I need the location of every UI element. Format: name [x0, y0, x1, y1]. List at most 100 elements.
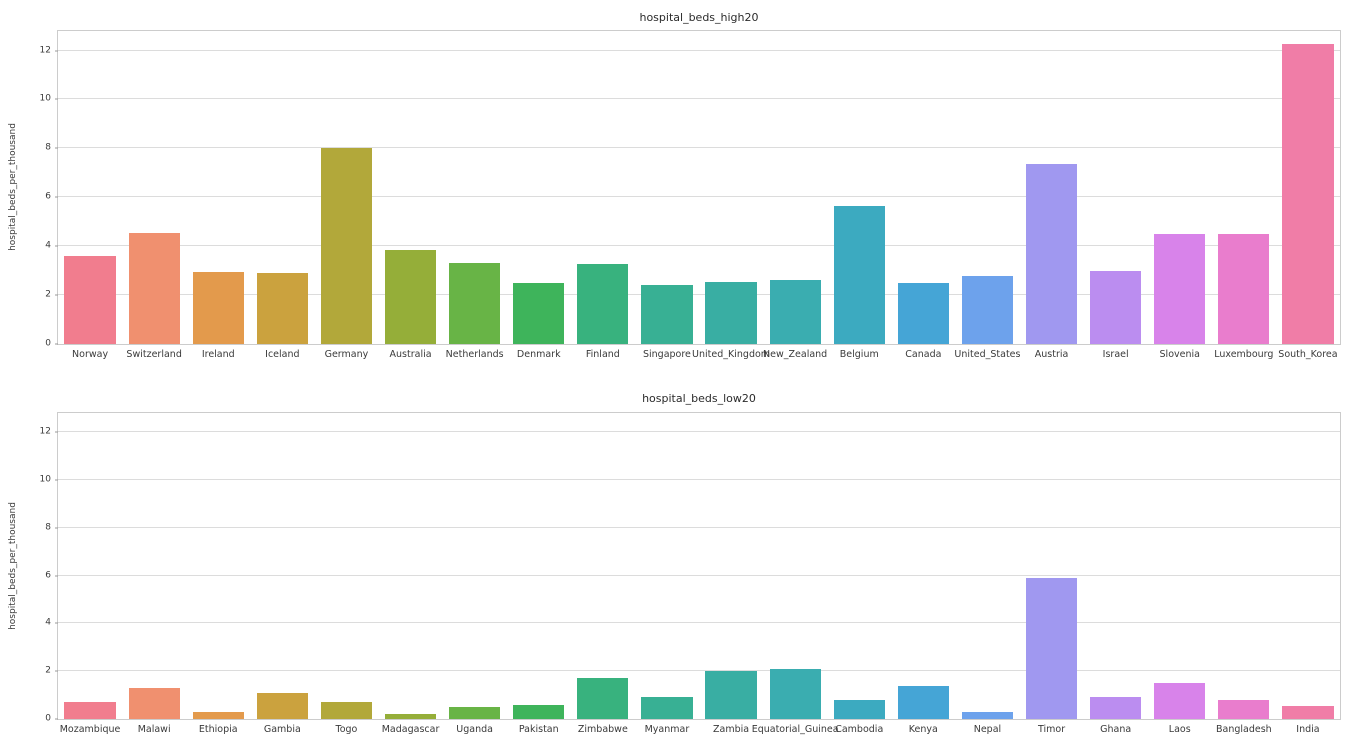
y-tick-mark: [54, 343, 58, 345]
x-tick-label: Belgium: [839, 349, 879, 360]
x-tick-label: Australia: [389, 349, 432, 360]
x-tick-label: Madagascar: [381, 724, 440, 735]
bar: [897, 685, 949, 719]
x-tick-label: Uganda: [456, 724, 493, 735]
bar: [320, 702, 373, 719]
bar: [64, 255, 116, 344]
gridline: [58, 574, 1340, 576]
bar: [513, 282, 565, 344]
y-tick-label: 10: [39, 93, 51, 104]
x-tick-label: United_States: [954, 349, 1021, 360]
bar: [384, 250, 437, 344]
bar: [833, 699, 885, 719]
x-tick-label: Mozambique: [59, 724, 121, 735]
y-tick-mark: [54, 622, 58, 624]
bar: [1090, 697, 1142, 719]
bar: [577, 678, 629, 719]
y-tick-mark: [54, 50, 58, 52]
bar: [128, 687, 180, 719]
y-tick-label: 0: [45, 713, 51, 724]
bar: [256, 692, 308, 719]
gridline: [58, 622, 1340, 624]
bar: [769, 280, 821, 344]
chart-title: hospital_beds_low20: [642, 392, 756, 405]
x-tick-label: Pakistan: [518, 724, 559, 735]
x-tick-label: Denmark: [516, 349, 561, 360]
y-tick-mark: [54, 527, 58, 529]
y-tick-label: 8: [45, 142, 51, 153]
y-tick-label: 10: [39, 474, 51, 485]
gridline: [58, 670, 1340, 672]
gridline: [58, 526, 1340, 528]
y-axis-label: hospital_beds_per_thousand: [8, 502, 18, 630]
bar: [513, 704, 565, 719]
y-tick-label: 12: [39, 426, 51, 437]
y-tick-label: 0: [45, 338, 51, 349]
bar: [1282, 706, 1334, 719]
x-tick-label: New_Zealand: [763, 349, 828, 360]
x-tick-label: Gambia: [263, 724, 301, 735]
x-tick-label: Canada: [905, 349, 942, 360]
y-tick-label: 6: [45, 191, 51, 202]
x-tick-label: Austria: [1034, 349, 1069, 360]
bar: [1218, 233, 1270, 344]
bar: [577, 263, 629, 344]
x-tick-label: Norway: [72, 349, 109, 360]
gridline: [58, 147, 1340, 149]
x-tick-label: Singapore: [642, 349, 691, 360]
y-axis-label: hospital_beds_per_thousand: [8, 123, 18, 251]
bar: [192, 711, 244, 719]
bar: [705, 281, 757, 344]
bar: [641, 697, 693, 719]
y-tick-label: 4: [45, 240, 51, 251]
y-tick-mark: [54, 718, 58, 720]
bar: [769, 668, 821, 719]
y-tick-label: 12: [39, 45, 51, 56]
x-tick-label: Israel: [1102, 349, 1129, 360]
bar: [641, 285, 693, 344]
bar: [1090, 270, 1142, 344]
bar: [1025, 577, 1078, 719]
y-tick-mark: [54, 294, 58, 296]
bar: [1282, 43, 1334, 344]
gridline: [58, 294, 1340, 296]
y-tick-mark: [54, 431, 58, 433]
bar: [1154, 683, 1206, 719]
y-tick-mark: [54, 575, 58, 577]
x-tick-label: Ghana: [1100, 724, 1132, 735]
y-tick-mark: [54, 479, 58, 481]
x-tick-label: Zambia: [713, 724, 750, 735]
chart-title: hospital_beds_high20: [639, 11, 759, 24]
y-tick-label: 8: [45, 522, 51, 533]
gridline: [58, 49, 1340, 51]
bar: [449, 707, 501, 719]
gridline: [58, 431, 1340, 433]
y-tick-mark: [54, 98, 58, 100]
x-tick-label: Iceland: [265, 349, 300, 360]
y-tick-mark: [54, 196, 58, 198]
y-tick-mark: [54, 147, 58, 149]
bar: [192, 271, 244, 344]
x-tick-label: Netherlands: [445, 349, 504, 360]
y-tick-mark: [54, 670, 58, 672]
bar: [256, 272, 308, 344]
bar: [1025, 163, 1078, 344]
x-tick-label: Germany: [324, 349, 369, 360]
x-tick-label: Switzerland: [126, 349, 182, 360]
x-tick-label: Togo: [335, 724, 358, 735]
x-tick-label: India: [1296, 724, 1320, 735]
gridline: [58, 196, 1340, 198]
x-tick-label: Malawi: [137, 724, 171, 735]
x-tick-label: Kenya: [908, 724, 938, 735]
x-tick-label: Finland: [585, 349, 620, 360]
x-tick-label: Ireland: [201, 349, 235, 360]
x-tick-label: Myanmar: [644, 724, 690, 735]
bar: [833, 206, 885, 344]
bar: [1218, 699, 1270, 719]
chart-hospital-beds-low20: hospital_beds_low20 hospital_beds_per_th…: [0, 372, 1345, 745]
bar: [961, 711, 1014, 719]
x-tick-label: Laos: [1168, 724, 1191, 735]
x-tick-label: Zimbabwe: [577, 724, 628, 735]
x-tick-label: Timor: [1037, 724, 1066, 735]
